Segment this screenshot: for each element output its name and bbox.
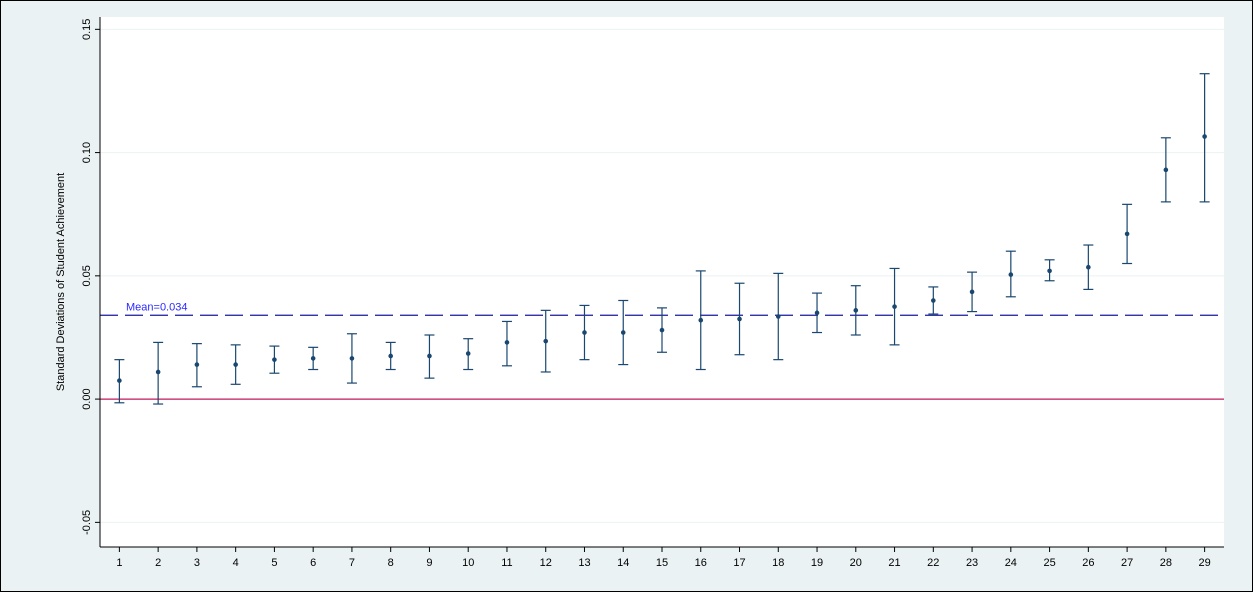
point-marker	[931, 298, 936, 303]
x-tick-label: 23	[966, 557, 978, 569]
error-bar-group	[385, 341, 396, 371]
x-tick-label: 1	[116, 557, 122, 569]
x-tick-label: 15	[656, 557, 668, 569]
point-marker	[310, 356, 316, 361]
mean-label: Mean=0.034	[126, 301, 187, 313]
x-tick-label: 8	[388, 557, 394, 569]
error-bar-group	[967, 271, 978, 313]
x-tick-label: 24	[1005, 557, 1017, 569]
y-tick-label: 0.10	[81, 142, 93, 163]
error-bar-group	[1199, 73, 1210, 203]
x-tick-label: 21	[888, 557, 900, 569]
x-tick-label: 12	[540, 557, 552, 569]
point-marker	[1163, 167, 1169, 173]
axes: -0.050.000.050.100.151 2 3 4 5 6 7 8 9 10 11 12 13 14…	[81, 17, 1224, 569]
error-bar-group	[424, 334, 435, 379]
x-tick-label: 16	[695, 557, 707, 569]
error-bar-group	[1005, 250, 1016, 298]
x-tick-label: 18	[772, 557, 784, 569]
error-bar-group	[153, 341, 164, 405]
point-marker	[853, 308, 859, 313]
point-marker	[737, 316, 742, 322]
error-bar-group	[230, 344, 241, 385]
error-bar-group	[1122, 203, 1133, 265]
error-bar-group	[1044, 259, 1055, 282]
error-bar-group	[579, 304, 590, 361]
point-marker	[659, 327, 665, 333]
error-bar-group	[1160, 137, 1171, 203]
x-tick-label: 9	[426, 557, 432, 569]
point-marker	[272, 357, 277, 362]
error-bars	[114, 73, 1210, 405]
x-tick-label: 22	[927, 557, 939, 569]
y-tick-label: -0.05	[81, 510, 93, 535]
point-marker	[969, 289, 975, 295]
error-bar-group	[114, 359, 125, 404]
x-tick-label: 14	[617, 557, 629, 569]
x-tick-label: 20	[850, 557, 862, 569]
x-tick-label: 25	[1043, 557, 1055, 569]
point-marker	[892, 304, 897, 309]
x-tick-label: 29	[1198, 557, 1210, 569]
x-tick-label: 3	[194, 557, 200, 569]
error-bar-group	[1083, 244, 1094, 290]
x-tick-label: 7	[349, 557, 355, 569]
point-marker	[620, 330, 626, 335]
x-tick-label: 6	[310, 557, 316, 569]
y-axis-title: Standard Deviations of Student Achieveme…	[55, 173, 67, 391]
x-tick-label: 13	[578, 557, 590, 569]
point-marker	[1086, 264, 1091, 270]
error-bar-group	[695, 270, 706, 371]
error-bar-group	[618, 299, 629, 366]
error-bar-group	[540, 309, 551, 373]
point-marker	[814, 310, 820, 316]
point-marker	[698, 317, 704, 323]
point-marker	[155, 369, 161, 375]
x-tick-label: 17	[733, 557, 745, 569]
x-tick-label: 28	[1160, 557, 1172, 569]
x-tick-label: 5	[271, 557, 277, 569]
error-bar-group	[191, 343, 202, 388]
error-bar-group	[463, 338, 474, 371]
x-tick-label: 27	[1121, 557, 1133, 569]
point-marker	[194, 362, 200, 367]
x-tick-label: 4	[233, 557, 239, 569]
error-bar-group	[308, 346, 319, 371]
point-marker	[504, 340, 510, 345]
point-marker	[427, 353, 432, 359]
y-tick-label: 0.00	[81, 388, 93, 409]
y-tick-label: 0.15	[81, 19, 93, 40]
point-marker	[233, 362, 238, 367]
point-marker	[1124, 231, 1130, 237]
error-bar-group	[773, 272, 784, 361]
error-bar-group	[346, 333, 357, 384]
point-marker	[117, 378, 122, 383]
plot-area	[100, 17, 1224, 547]
point-marker	[1008, 272, 1014, 277]
error-bar-group	[734, 282, 745, 356]
point-marker	[349, 356, 355, 361]
error-bar-group	[850, 285, 861, 336]
point-marker	[543, 338, 549, 344]
x-tick-label: 26	[1082, 557, 1094, 569]
point-marker	[1047, 268, 1052, 274]
y-tick-label: 0.05	[81, 265, 93, 286]
error-bar-group	[812, 292, 823, 334]
error-bar-group	[269, 345, 280, 374]
error-bar-group	[657, 307, 667, 353]
x-tick-label: 11	[501, 557, 512, 569]
error-bar-group	[928, 286, 939, 315]
error-bar-group	[501, 320, 512, 367]
point-marker	[582, 330, 587, 335]
point-marker	[465, 351, 471, 356]
point-marker	[775, 314, 781, 319]
x-tick-label: 19	[811, 557, 823, 569]
point-marker	[1202, 134, 1207, 139]
x-tick-label: 2	[155, 557, 161, 569]
point-marker	[388, 353, 393, 359]
x-tick-label: 10	[462, 557, 474, 569]
error-bar-group	[889, 267, 900, 346]
